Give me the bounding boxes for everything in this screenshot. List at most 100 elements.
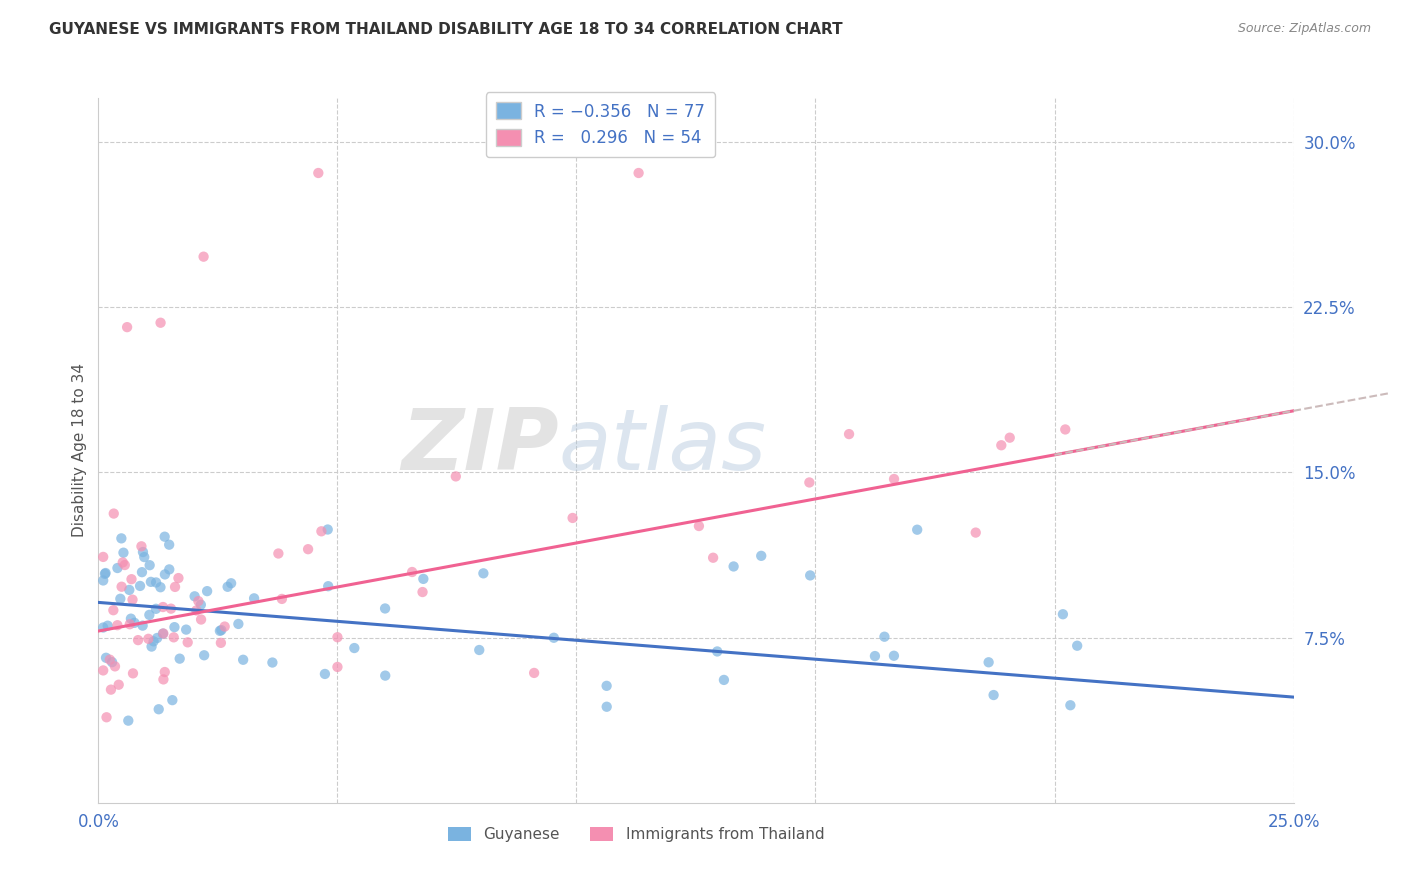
Point <box>214 619 236 633</box>
Point <box>307 166 329 180</box>
Point <box>110 532 132 546</box>
Point <box>94 650 117 665</box>
Point <box>998 431 1021 445</box>
Point <box>468 643 491 657</box>
Point <box>141 640 163 654</box>
Point <box>103 507 125 521</box>
Point <box>174 623 197 637</box>
Point <box>121 592 143 607</box>
Text: GUYANESE VS IMMIGRANTS FROM THAILAND DISABILITY AGE 18 TO 34 CORRELATION CHART: GUYANESE VS IMMIGRANTS FROM THAILAND DIS… <box>49 22 842 37</box>
Point <box>132 545 155 559</box>
Point <box>627 166 650 180</box>
Point <box>472 566 495 581</box>
Point <box>91 549 114 564</box>
Text: ZIP: ZIP <box>401 406 558 489</box>
Point <box>523 665 546 680</box>
Point <box>444 469 467 483</box>
Point <box>883 648 905 663</box>
Point <box>863 648 886 663</box>
Point <box>121 572 143 586</box>
Point <box>131 539 153 553</box>
Point <box>94 566 117 581</box>
Point <box>316 579 339 593</box>
Point <box>190 598 212 612</box>
Point <box>749 549 772 563</box>
Point <box>148 702 170 716</box>
Point <box>91 664 114 678</box>
Point <box>163 620 186 634</box>
Point <box>163 580 186 594</box>
Point <box>983 688 1005 702</box>
Point <box>114 558 136 572</box>
Point <box>412 572 434 586</box>
Point <box>152 626 174 640</box>
Point <box>120 612 142 626</box>
Point <box>193 250 215 264</box>
Point <box>343 641 366 656</box>
Point <box>228 616 250 631</box>
Point <box>195 584 218 599</box>
Point <box>107 561 129 575</box>
Point <box>713 673 735 687</box>
Point <box>138 607 160 622</box>
Point <box>688 519 710 533</box>
Point <box>112 546 135 560</box>
Point <box>157 538 180 552</box>
Point <box>152 626 174 640</box>
Point <box>98 653 121 667</box>
Point <box>883 472 905 486</box>
Point <box>110 580 132 594</box>
Point <box>124 615 146 630</box>
Point <box>706 644 728 658</box>
Point <box>145 602 167 616</box>
Point <box>104 659 127 673</box>
Point <box>1066 639 1088 653</box>
Point <box>232 653 254 667</box>
Point <box>139 574 162 589</box>
Point <box>702 550 724 565</box>
Point <box>131 618 153 632</box>
Point <box>131 565 153 579</box>
Point <box>326 630 349 644</box>
Point <box>183 590 205 604</box>
Point <box>208 624 231 638</box>
Point <box>97 618 120 632</box>
Point <box>91 574 114 588</box>
Point <box>209 636 232 650</box>
Point <box>314 667 336 681</box>
Point <box>187 594 209 608</box>
Point <box>162 693 184 707</box>
Point <box>153 665 176 679</box>
Text: Source: ZipAtlas.com: Source: ZipAtlas.com <box>1237 22 1371 36</box>
Point <box>326 660 349 674</box>
Text: atlas: atlas <box>558 406 766 489</box>
Point <box>977 655 1000 669</box>
Point <box>118 582 141 597</box>
Point <box>1054 422 1077 436</box>
Point <box>138 558 160 573</box>
Point <box>176 635 198 649</box>
Point <box>107 678 129 692</box>
Point <box>94 566 117 580</box>
Point <box>167 571 190 585</box>
Point <box>138 632 160 646</box>
Point <box>311 524 333 539</box>
Point <box>100 682 122 697</box>
Point <box>267 547 290 561</box>
Point <box>316 523 339 537</box>
Point <box>157 562 180 576</box>
Point <box>142 634 165 648</box>
Point <box>186 603 208 617</box>
Legend: Guyanese, Immigrants from Thailand: Guyanese, Immigrants from Thailand <box>441 821 831 848</box>
Point <box>219 576 242 591</box>
Point <box>129 579 152 593</box>
Point <box>561 511 583 525</box>
Point <box>412 585 434 599</box>
Point <box>160 601 183 615</box>
Point <box>110 591 132 606</box>
Point <box>965 525 987 540</box>
Point <box>1052 607 1074 622</box>
Point <box>799 475 821 490</box>
Point <box>134 550 156 565</box>
Point <box>297 542 319 557</box>
